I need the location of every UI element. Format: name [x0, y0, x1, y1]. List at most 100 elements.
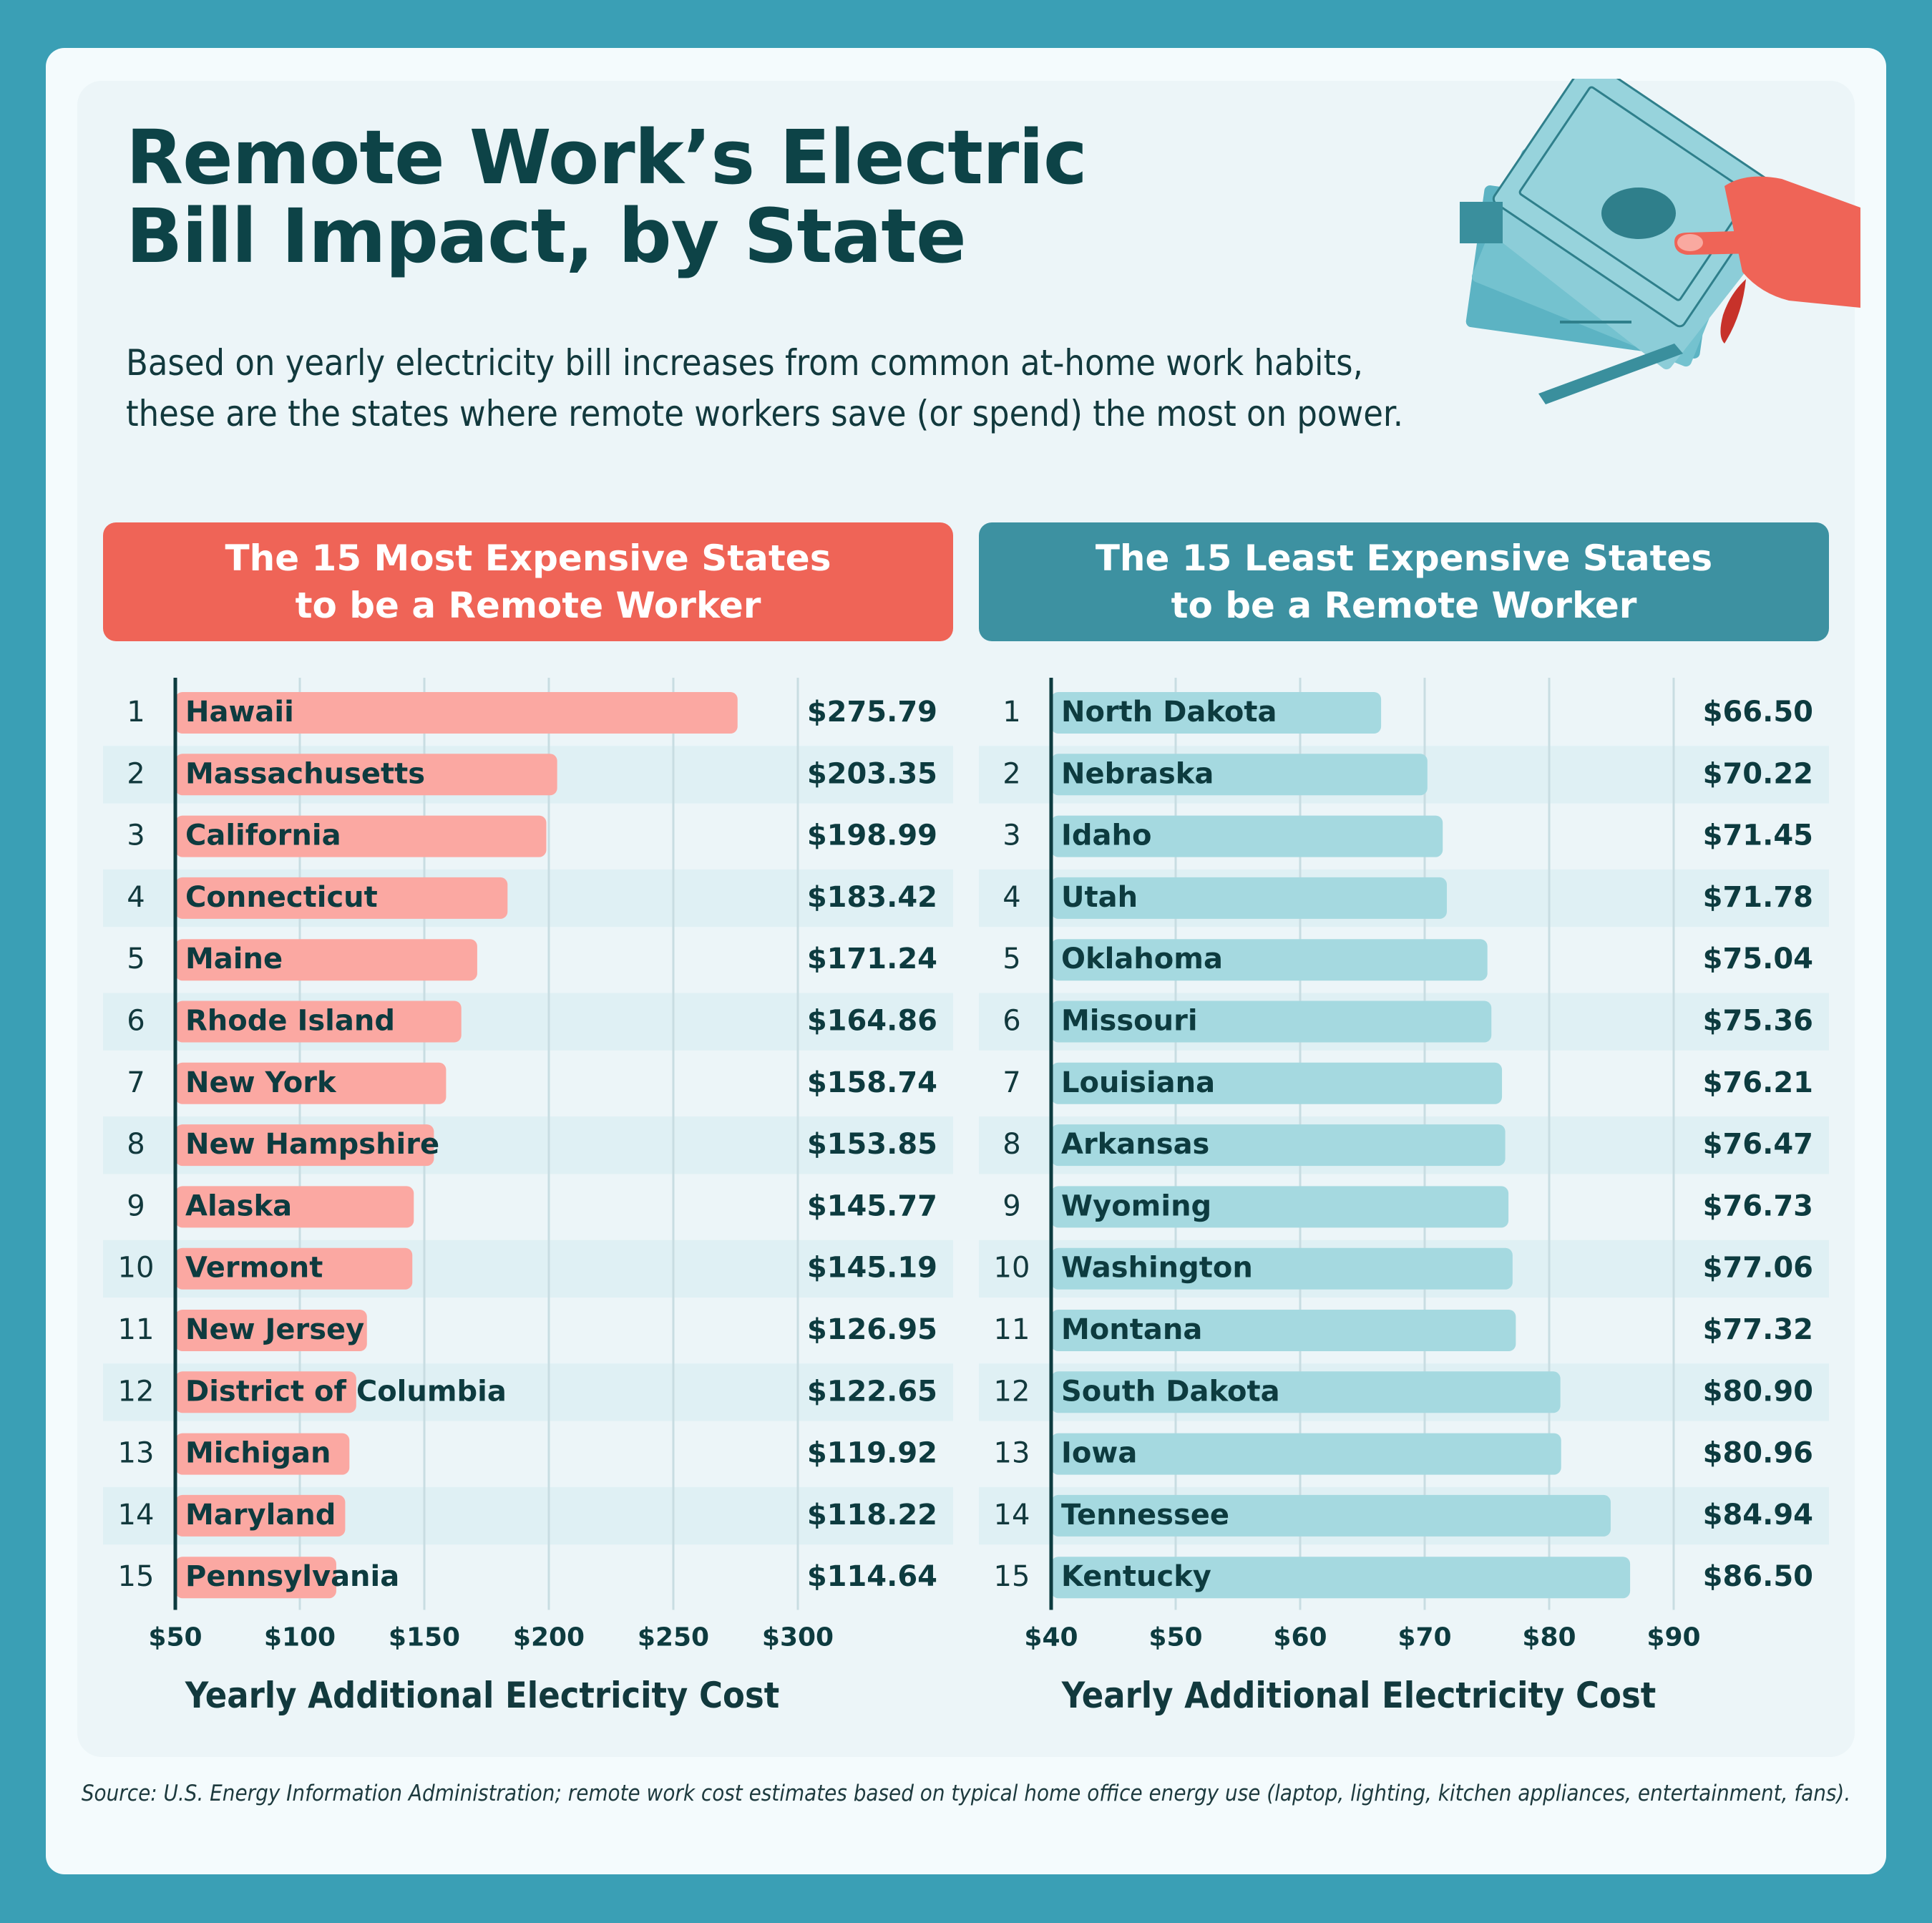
most-bar-15: [175, 1557, 336, 1599]
least-state-label-1: North Dakota: [1061, 696, 1277, 729]
most-state-label-13: Michigan: [185, 1437, 331, 1470]
least-state-label-5: Oklahoma: [1061, 943, 1223, 975]
most-value-label-14: $118.22: [807, 1499, 937, 1532]
most-state-label-6: Rhode Island: [185, 1005, 395, 1038]
least-tick-label: $50: [1148, 1623, 1202, 1652]
least-rank-7: 7: [1002, 1066, 1020, 1099]
least-rank-4: 4: [1002, 881, 1020, 914]
money-hand-illustration: [1460, 79, 1860, 404]
most-value-label-15: $114.64: [807, 1560, 937, 1593]
most-state-label-14: Maryland: [185, 1499, 336, 1532]
most-rank-14: 14: [118, 1499, 155, 1532]
least-rank-8: 8: [1002, 1128, 1020, 1161]
least-rank-11: 11: [994, 1313, 1030, 1346]
most-bar-1: [175, 692, 738, 734]
most-state-label-11: New Jersey: [185, 1313, 364, 1346]
least-tick-label: $90: [1646, 1623, 1700, 1652]
most-state-label-1: Hawaii: [185, 696, 294, 729]
least-tick-label: $80: [1522, 1623, 1576, 1652]
most-rank-6: 6: [127, 1005, 145, 1038]
most-value-label-12: $122.65: [807, 1375, 937, 1408]
least-value-label-5: $75.04: [1703, 943, 1813, 975]
least-state-label-6: Missouri: [1061, 1005, 1198, 1038]
title-line-2: Bill Impact, by State: [126, 193, 967, 281]
least-rank-9: 9: [1002, 1189, 1020, 1222]
most-rank-8: 8: [127, 1128, 145, 1161]
most-rank-12: 12: [118, 1375, 155, 1408]
most-tick-label: $50: [148, 1623, 202, 1652]
least-rank-2: 2: [1002, 757, 1020, 790]
most-value-label-11: $126.95: [807, 1313, 937, 1346]
most-rank-5: 5: [127, 943, 145, 975]
least-tick-label: $60: [1273, 1623, 1327, 1652]
most-value-label-8: $153.85: [807, 1128, 937, 1161]
most-value-label-1: $275.79: [807, 696, 937, 729]
most-rank-15: 15: [118, 1560, 155, 1593]
least-state-label-8: Arkansas: [1061, 1128, 1209, 1161]
most-state-label-9: Alaska: [185, 1189, 292, 1222]
most-tick-label: $250: [638, 1623, 709, 1652]
least-bar-3: [1051, 815, 1443, 857]
hand-icon: [1674, 176, 1860, 344]
most-tick-label: $100: [264, 1623, 336, 1652]
least-state-label-14: Tennessee: [1061, 1499, 1229, 1532]
least-rank-15: 15: [994, 1560, 1030, 1593]
most-state-label-10: Vermont: [185, 1252, 323, 1285]
most-expensive-chart: 1 Hawaii $275.79 2 Massachusetts $203.35 3 Cali…: [103, 678, 953, 1652]
most-bar-9: [175, 1186, 414, 1228]
least-value-label-4: $71.78: [1703, 881, 1813, 914]
most-tick-label: $300: [762, 1623, 834, 1652]
least-value-label-14: $84.94: [1703, 1499, 1813, 1532]
most-value-label-13: $119.92: [807, 1437, 937, 1470]
most-value-label-10: $145.19: [807, 1252, 937, 1285]
most-rank-4: 4: [127, 881, 145, 914]
least-value-label-13: $80.96: [1703, 1437, 1813, 1470]
least-state-label-2: Nebraska: [1061, 757, 1214, 790]
most-state-label-15: Pennsylvania: [185, 1560, 399, 1593]
most-state-label-4: Connecticut: [185, 881, 378, 914]
least-bar-6: [1051, 1001, 1492, 1043]
least-bar-14: [1051, 1494, 1611, 1537]
least-bar-7: [1051, 1062, 1503, 1104]
most-value-label-5: $171.24: [807, 943, 937, 975]
most-state-label-5: Maine: [185, 943, 283, 975]
least-expensive-title-line-1: The 15 Least Expensive States: [1095, 537, 1713, 579]
most-expensive-title-line-2: to be a Remote Worker: [295, 585, 761, 626]
least-bar-5: [1051, 939, 1488, 981]
most-value-label-3: $198.99: [807, 819, 937, 852]
least-expensive-header: The 15 Least Expensive States to be a Re…: [979, 522, 1829, 641]
least-bar-15: [1051, 1557, 1631, 1599]
least-state-label-12: South Dakota: [1061, 1375, 1280, 1408]
most-value-label-9: $145.77: [807, 1189, 937, 1222]
least-state-label-10: Washington: [1061, 1252, 1253, 1285]
least-state-label-4: Utah: [1061, 881, 1138, 914]
least-state-label-13: Iowa: [1061, 1437, 1137, 1470]
most-bar-14: [175, 1494, 346, 1537]
least-bar-4: [1051, 877, 1447, 919]
page-title: Remote Work’s Electric Bill Impact, by S…: [126, 118, 1342, 276]
least-expensive-title-line-2: to be a Remote Worker: [1171, 585, 1637, 626]
most-state-label-8: New Hampshire: [185, 1128, 439, 1161]
most-rank-10: 10: [118, 1252, 155, 1285]
least-rank-3: 3: [1002, 819, 1020, 852]
most-bar-12: [175, 1371, 356, 1413]
least-rank-12: 12: [994, 1375, 1030, 1408]
least-value-label-8: $76.47: [1703, 1128, 1813, 1161]
most-bar-8: [175, 1124, 434, 1167]
most-value-label-4: $183.42: [807, 881, 937, 914]
least-value-label-6: $75.36: [1703, 1005, 1813, 1038]
least-bar-8: [1051, 1124, 1506, 1167]
least-value-label-11: $77.32: [1703, 1313, 1813, 1346]
most-rank-3: 3: [127, 819, 145, 852]
most-bar-6: [175, 1001, 462, 1043]
most-rank-13: 13: [118, 1437, 155, 1470]
subtitle-line-1: Based on yearly electricity bill increas…: [126, 342, 1363, 384]
most-bar-7: [175, 1062, 447, 1104]
most-value-label-2: $203.35: [807, 757, 937, 790]
least-rank-14: 14: [994, 1499, 1030, 1532]
least-rank-10: 10: [994, 1252, 1030, 1285]
least-value-label-12: $80.90: [1703, 1375, 1813, 1408]
least-state-label-15: Kentucky: [1061, 1560, 1211, 1593]
least-expensive-chart: 1 North Dakota $66.50 2 Nebraska $70.22 3 Idaho…: [979, 678, 1829, 1652]
most-bar-5: [175, 939, 477, 981]
